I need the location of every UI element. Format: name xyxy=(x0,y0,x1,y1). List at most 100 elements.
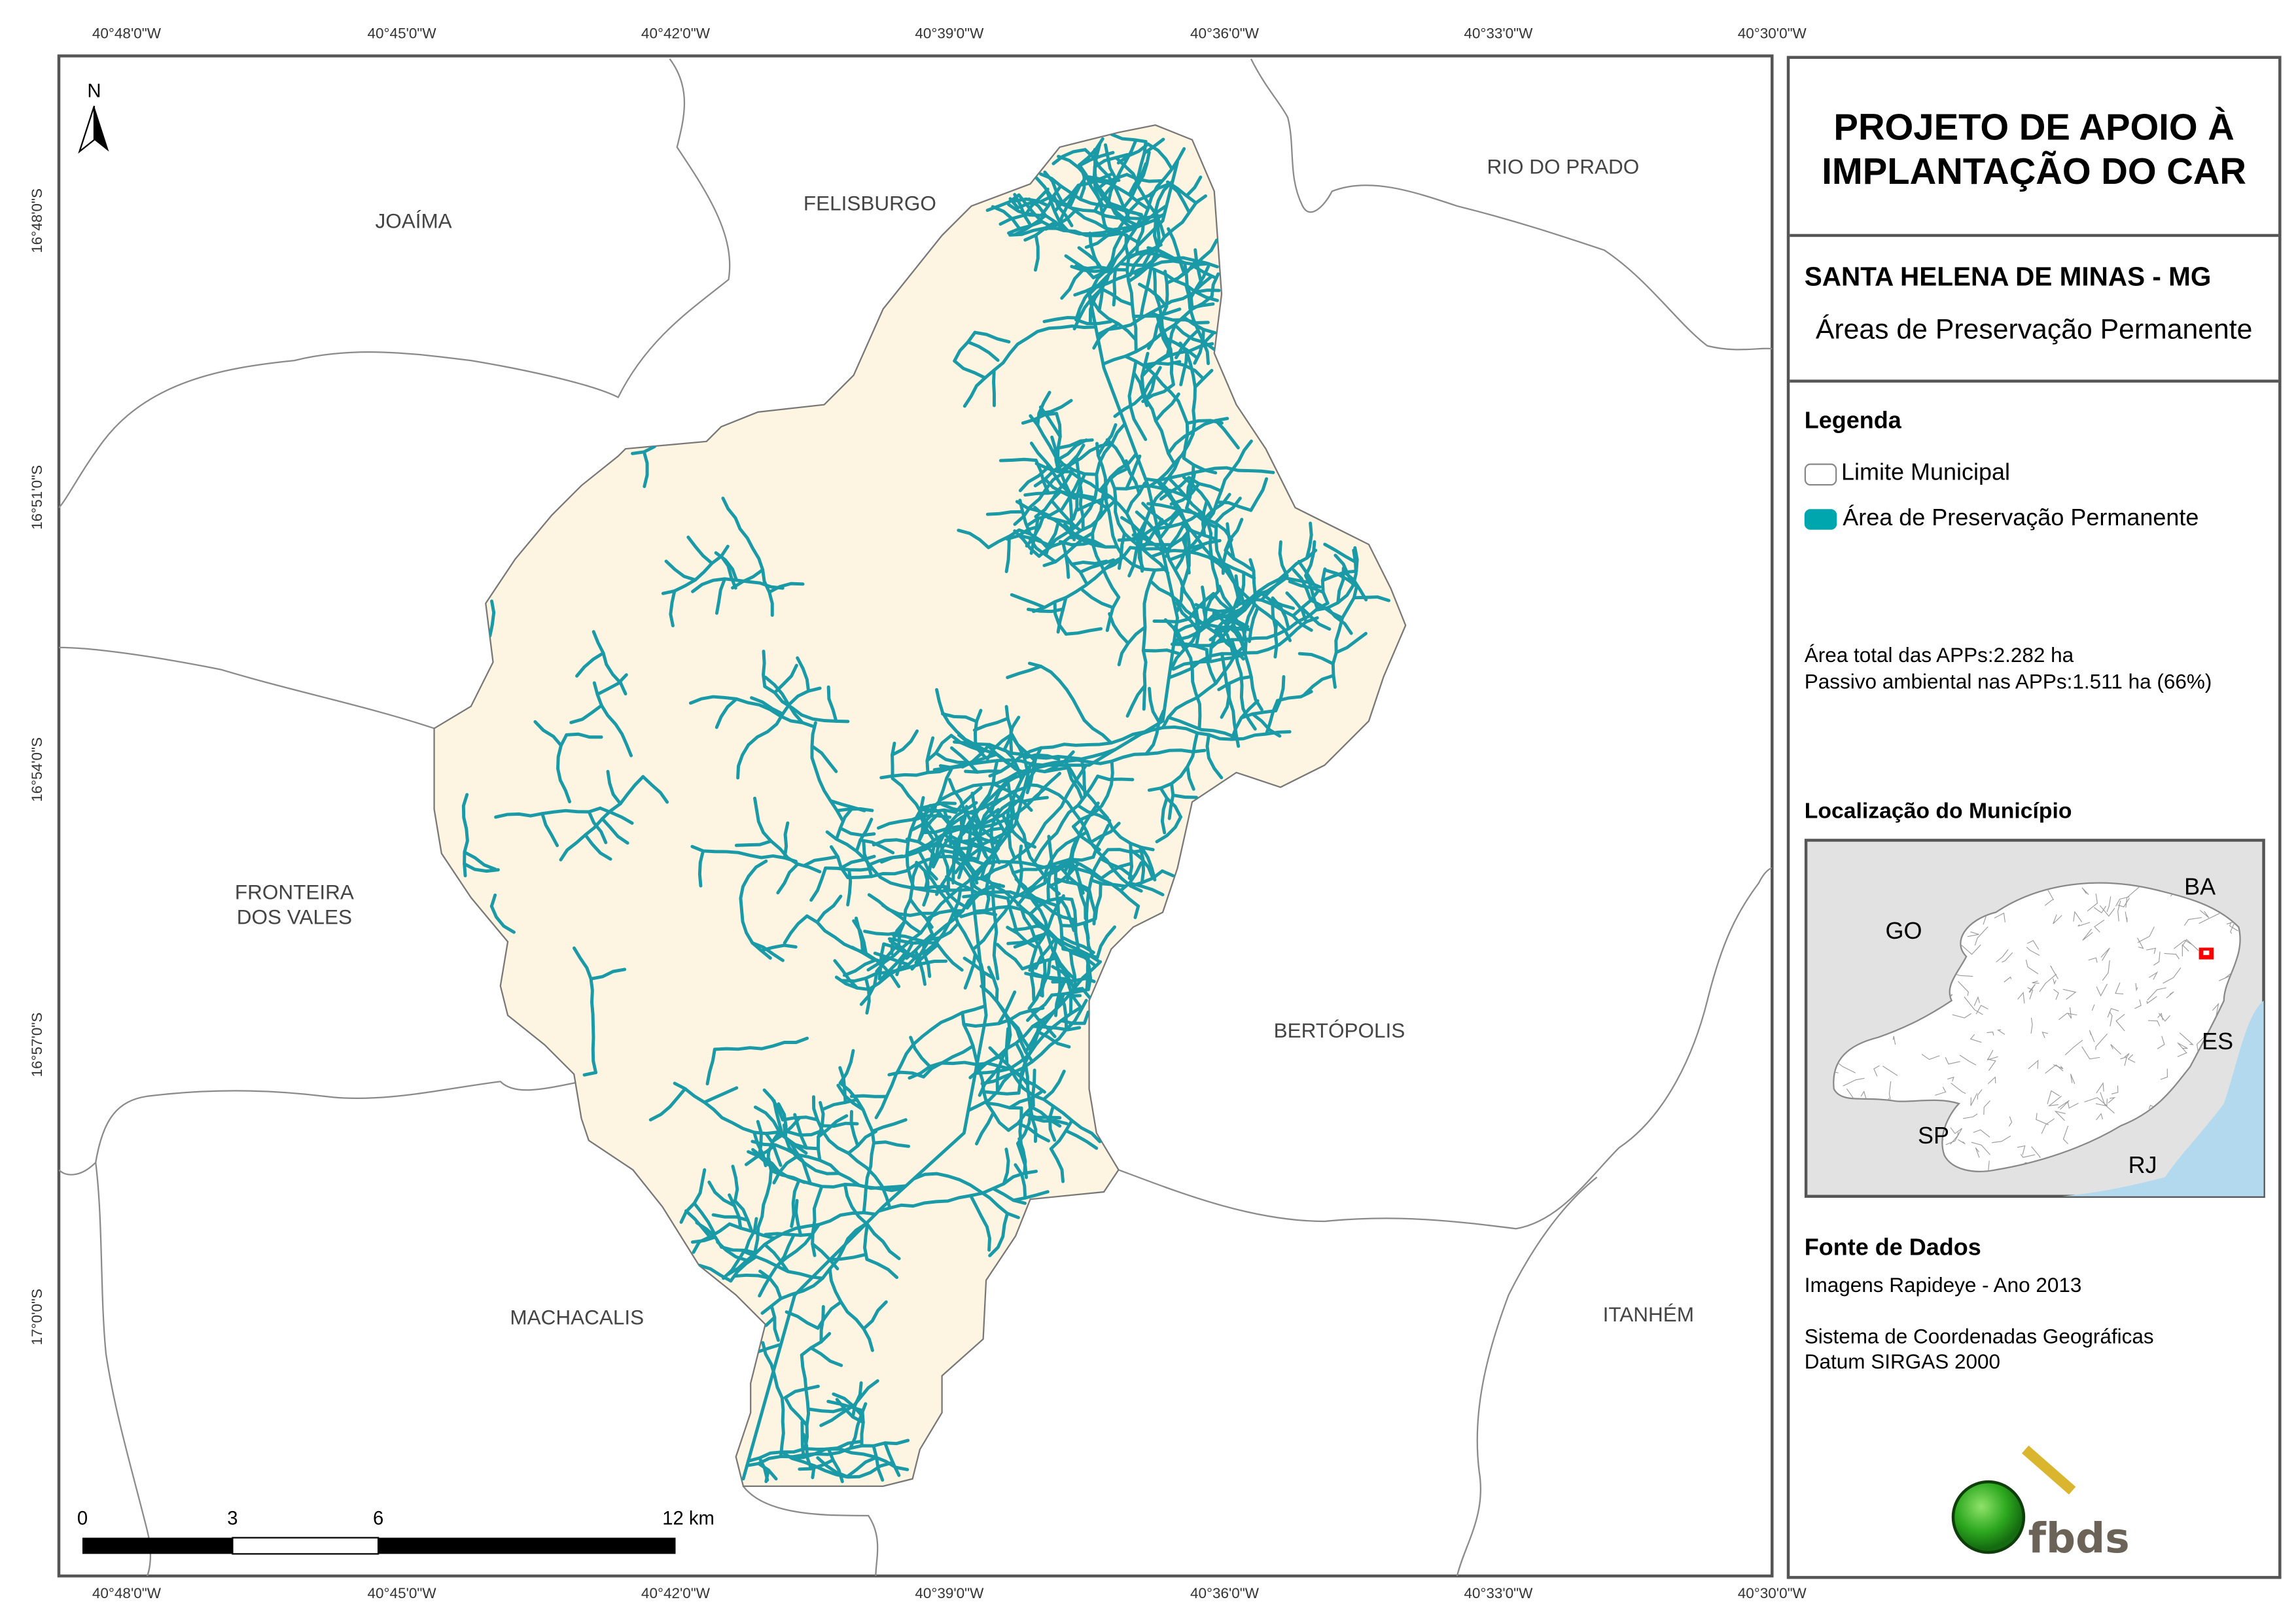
stream xyxy=(997,990,1017,1026)
stream xyxy=(1048,863,1080,888)
stream xyxy=(1217,674,1253,691)
stream xyxy=(713,1036,809,1051)
stream xyxy=(838,1049,855,1085)
stream xyxy=(494,806,602,819)
stream xyxy=(1163,618,1186,652)
stream xyxy=(973,330,1011,344)
stream xyxy=(1167,716,1238,739)
lon-tick-label: 40°45'0"W xyxy=(367,1586,436,1603)
stream xyxy=(811,1095,892,1210)
stream xyxy=(783,1384,820,1399)
stream xyxy=(811,1242,839,1270)
stream xyxy=(489,904,516,934)
stream xyxy=(559,775,645,862)
stream xyxy=(1063,553,1088,585)
stream xyxy=(985,732,1014,761)
stream xyxy=(1055,438,1088,462)
stream xyxy=(1027,661,1113,745)
stream xyxy=(870,1118,908,1133)
stream xyxy=(919,807,936,843)
stream xyxy=(1273,620,1279,659)
stream xyxy=(1214,626,1253,634)
stream xyxy=(973,708,983,747)
stream xyxy=(1060,268,1085,300)
stream xyxy=(1088,822,1121,845)
state-label: GO xyxy=(1885,917,1922,944)
crs: Sistema de Coordenadas Geográficas xyxy=(1804,1324,2154,1348)
stream xyxy=(1072,825,1101,852)
stream xyxy=(883,1441,901,1477)
stream xyxy=(872,1444,885,1482)
stream xyxy=(889,939,922,962)
datum: Datum SIRGAS 2000 xyxy=(1804,1349,2001,1373)
stream xyxy=(891,729,919,757)
stream xyxy=(908,898,934,929)
stream xyxy=(686,535,714,565)
stream xyxy=(1072,217,1142,330)
stream xyxy=(1136,183,1166,239)
stream xyxy=(1214,419,1240,449)
stream xyxy=(1074,264,1113,271)
stream xyxy=(1213,612,1250,629)
stream xyxy=(1074,456,1085,529)
stream xyxy=(1078,137,1104,167)
stream xyxy=(800,1332,832,1357)
stream xyxy=(876,768,1031,830)
stream xyxy=(1148,579,1226,641)
stream xyxy=(775,1233,796,1268)
stream xyxy=(846,868,853,907)
stream xyxy=(1130,848,1155,880)
stream xyxy=(1173,625,1202,729)
stream xyxy=(556,733,571,803)
stream xyxy=(1042,531,1095,567)
title-line-2: IMPLANTAÇÃO DO CAR xyxy=(1822,151,2247,193)
lon-tick-label: 40°48'0"W xyxy=(92,1586,161,1603)
stream xyxy=(1063,759,1155,852)
stream xyxy=(954,786,983,814)
stream xyxy=(753,1157,773,1253)
stream xyxy=(995,999,1034,1064)
stream xyxy=(691,577,785,593)
stream xyxy=(1007,220,1044,235)
stream xyxy=(664,559,698,582)
stream xyxy=(1059,1019,1086,1025)
stream xyxy=(809,866,828,902)
stream xyxy=(912,1172,1020,1219)
stream xyxy=(891,934,930,944)
stream xyxy=(648,1087,687,1122)
stream xyxy=(1171,794,1199,799)
stream xyxy=(1093,152,1129,169)
stream xyxy=(821,1098,859,1111)
stream xyxy=(721,497,774,617)
stream xyxy=(1201,585,1209,624)
stream xyxy=(1091,452,1138,599)
lon-tick-label: 40°36'0"W xyxy=(1190,1586,1260,1603)
stream xyxy=(1135,147,1186,256)
stream xyxy=(1182,315,1217,335)
stream xyxy=(772,1099,785,1137)
fill-swatch-icon xyxy=(1804,509,1837,530)
stream xyxy=(1004,705,1014,755)
stream xyxy=(1012,924,1050,932)
stream xyxy=(1135,510,1199,625)
stream xyxy=(1152,617,1191,624)
stream xyxy=(1026,993,1054,1022)
stream xyxy=(975,1111,995,1145)
stream xyxy=(1099,856,1133,878)
stream xyxy=(762,650,767,688)
stream xyxy=(1124,454,1142,491)
stream xyxy=(992,368,996,408)
stream xyxy=(777,1102,788,1140)
stream xyxy=(743,1250,824,1280)
stream xyxy=(991,1187,1027,1205)
stream xyxy=(1124,251,1219,269)
stream xyxy=(891,741,896,780)
stream xyxy=(690,1235,717,1244)
stream xyxy=(1029,414,1099,476)
stream xyxy=(1179,348,1189,387)
stream xyxy=(1248,597,1313,632)
stream xyxy=(816,1101,825,1162)
stream xyxy=(910,884,949,890)
stream xyxy=(863,1223,870,1261)
stream xyxy=(673,1081,779,1136)
